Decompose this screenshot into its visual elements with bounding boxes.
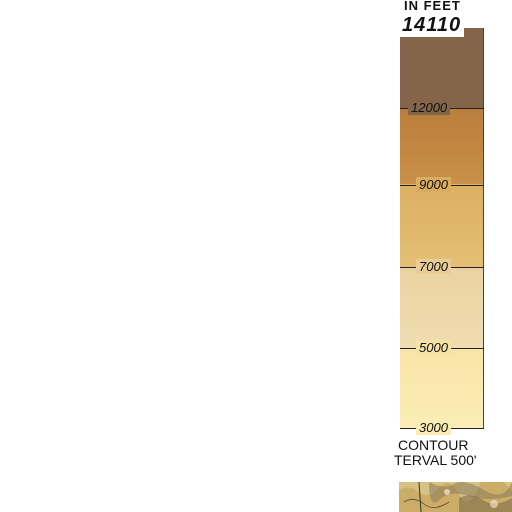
tick-label-5000: 5000 xyxy=(416,340,451,355)
elevation-band-2 xyxy=(400,108,484,184)
elevation-band-3 xyxy=(400,184,484,268)
elevation-band-4 xyxy=(400,268,484,348)
contour-interval-label: TERVAL 500' xyxy=(394,452,477,468)
tick-label-7000: 7000 xyxy=(416,259,451,274)
units-label: IN FEET xyxy=(404,0,461,13)
tick-label-9000: 9000 xyxy=(416,177,451,192)
elevation-band-5 xyxy=(400,348,484,428)
elevation-color-scale xyxy=(400,28,484,428)
terrain-map-graphic xyxy=(399,482,512,512)
terrain-map-fragment xyxy=(399,482,512,512)
max-elevation-label: 14110 xyxy=(400,14,465,37)
elevation-band-top xyxy=(400,28,484,108)
contour-label: CONTOUR xyxy=(398,437,469,453)
tick-label-3000: 3000 xyxy=(416,420,451,435)
scale-edge xyxy=(483,28,484,428)
tick-label-12000: 12000 xyxy=(408,100,451,115)
